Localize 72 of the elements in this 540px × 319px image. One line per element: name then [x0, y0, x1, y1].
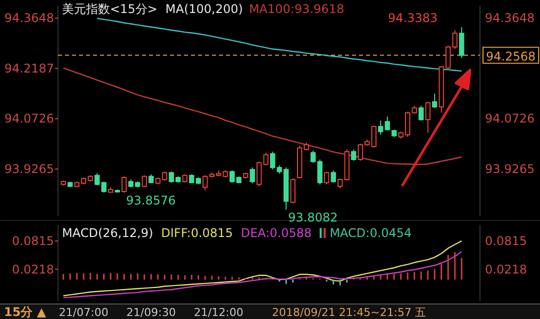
candlestick: [230, 170, 235, 184]
y2-tick-label: 93.9265: [485, 162, 535, 176]
annotation: 93.8576: [126, 194, 176, 208]
text: MA100:93.9618: [248, 2, 344, 16]
candlestick: [108, 186, 114, 194]
line-series: [62, 251, 462, 298]
candlestick: [101, 181, 106, 194]
candlestick: [236, 176, 242, 184]
candlestick: [344, 149, 350, 182]
line-series: [62, 240, 462, 296]
chart-title: MACD(26,12,9): [62, 226, 154, 240]
candlestick: [94, 172, 100, 186]
candlestick: [378, 120, 384, 136]
y-tick-label: 0.0218: [12, 262, 54, 276]
chart-subtitle: MA(100,200): [165, 2, 243, 16]
y-tick-label: 93.9265: [4, 162, 54, 176]
candlestick: [222, 170, 228, 178]
candlestick: [392, 129, 397, 138]
legend-label: MACD:0.0454: [330, 226, 412, 240]
candlestick: [142, 174, 147, 188]
candlestick: [459, 26, 464, 58]
y-tick-label: 94.3648: [4, 11, 54, 26]
y2-tick-label: 94.0726: [485, 112, 535, 126]
candlestick: [202, 174, 208, 192]
ref-line-label: 94.2568: [486, 49, 536, 64]
candlestick: [412, 105, 417, 114]
candlestick: [425, 101, 430, 134]
text: 2018/09/21 21:45~21:57 五: [272, 306, 426, 319]
line-series: [62, 67, 462, 165]
candlestick: [290, 178, 296, 204]
candlestick: [122, 176, 127, 194]
candlestick: [330, 170, 336, 184]
annotation: 94.3383: [388, 11, 438, 26]
candlestick: [182, 174, 188, 184]
y-tick-label: 94.0726: [4, 112, 54, 126]
candlestick: [68, 181, 73, 188]
candlestick: [148, 174, 154, 184]
candlestick: [304, 142, 309, 152]
candlestick: [338, 178, 343, 189]
candlestick: [432, 93, 438, 108]
candlestick: [263, 152, 268, 166]
y2-tick-label: 0.0815: [485, 234, 527, 248]
candlestick: [310, 150, 316, 164]
candlestick: [270, 151, 276, 170]
candlestick: [189, 174, 194, 184]
candlestick: [60, 180, 66, 186]
text: 15分 ▲: [4, 305, 47, 319]
candlestick: [114, 188, 120, 194]
y-tick-label: 94.2187: [4, 61, 54, 76]
text: DIFF:0.0815: [161, 226, 233, 240]
candlestick: [196, 176, 201, 185]
candlestick: [384, 116, 390, 132]
chart-title: 美元指数<15分>: [62, 2, 158, 16]
candlestick: [418, 105, 424, 122]
candlestick: [351, 149, 356, 162]
y2-tick-label: 0.0218: [485, 262, 527, 276]
annotation: 93.8082: [288, 210, 338, 225]
candlestick: [371, 125, 376, 148]
x-tick-label: 21/09:30: [126, 306, 176, 319]
candlestick: [250, 166, 255, 184]
candlestick: [452, 30, 458, 50]
x-tick-label: 21/12:00: [194, 306, 244, 319]
candlestick: [88, 174, 93, 182]
candlestick: [317, 159, 322, 185]
candlestick: [243, 172, 248, 179]
candlestick: [324, 171, 330, 185]
x-tick-label: 21/07:00: [58, 306, 108, 319]
candlestick: [256, 161, 262, 187]
y2-tick-label: 94.3648: [485, 11, 535, 26]
candlestick: [297, 145, 302, 179]
text: DEA:0.0588: [240, 226, 312, 240]
y-tick-label: 0.0815: [12, 234, 54, 248]
